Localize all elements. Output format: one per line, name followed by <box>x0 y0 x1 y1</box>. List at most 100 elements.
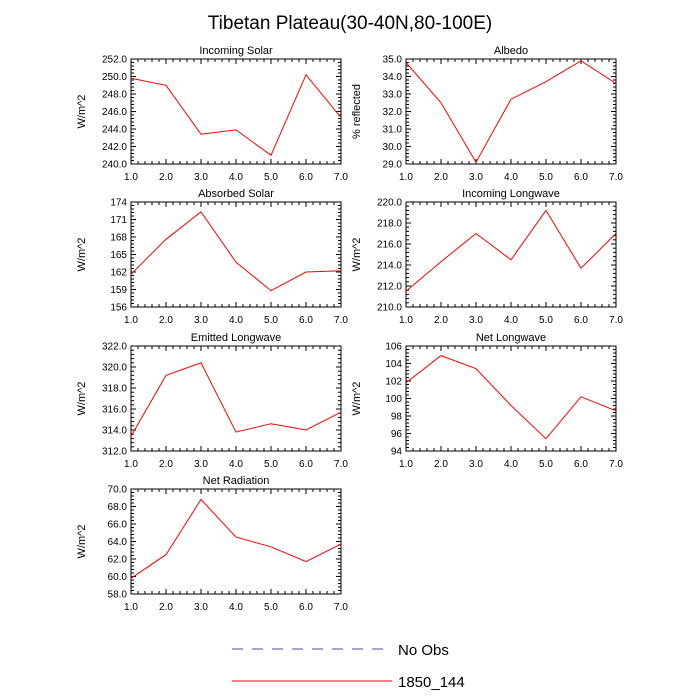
x-tick-label: 4.0 <box>229 315 243 326</box>
x-tick-label: 1.0 <box>399 459 413 470</box>
y-tick-label: 96 <box>391 429 403 440</box>
y-tick-label: 242.0 <box>102 142 127 153</box>
x-tick-label: 2.0 <box>159 602 173 613</box>
panel-net-longwave: Net Longwave 1.0 2.0 3.0 4.0 5.0 6.0 7.0 94 96 98 1… <box>351 332 623 470</box>
y-tick-label: 29.0 <box>383 160 403 171</box>
x-tick-label: 5.0 <box>264 172 278 183</box>
y-tick-label: 250.0 <box>102 72 127 83</box>
x-tick-label: 4.0 <box>504 315 518 326</box>
y-tick-label: 244.0 <box>102 125 127 136</box>
y-tick-label: 30.0 <box>383 142 403 153</box>
panel-emitted-longwave: Emitted Longwave 1.0 2.0 3.0 4.0 5.0 6.0 7.0 312… <box>76 332 348 470</box>
x-tick-label: 4.0 <box>504 459 518 470</box>
y-tick-label: 168 <box>110 233 127 244</box>
x-tick-label: 6.0 <box>574 172 588 183</box>
x-tick-label: 2.0 <box>159 172 173 183</box>
x-tick-label: 5.0 <box>539 315 553 326</box>
x-tick-label: 3.0 <box>469 315 483 326</box>
series-line-1850-144 <box>405 355 617 440</box>
y-tick-label: 60.0 <box>108 572 128 583</box>
x-tick-label: 5.0 <box>264 459 278 470</box>
panel-incoming-solar: Incoming Solar 1.0 2.0 3.0 4.0 5.0 6.0 7.0 240.0… <box>76 45 348 183</box>
y-tick-label: 322.0 <box>102 342 127 353</box>
x-tick-label: 3.0 <box>194 172 208 183</box>
y-tick-label: 102 <box>385 377 402 388</box>
x-tick-label: 6.0 <box>299 459 313 470</box>
y-tick-label: 318.0 <box>102 384 127 395</box>
y-tick-label: 70.0 <box>108 485 128 496</box>
x-tick-label: 1.0 <box>124 172 138 183</box>
series-line-1850-144 <box>405 60 617 164</box>
legend-label-1850-144: 1850_144 <box>398 674 465 691</box>
y-tick-label: 216.0 <box>377 240 402 251</box>
y-tick-label: 58.0 <box>108 590 128 601</box>
figure-title: Tibetan Plateau(30-40N,80-100E) <box>208 13 492 34</box>
panel-title-net-radiation: Net Radiation <box>203 475 270 487</box>
y-tick-label: 248.0 <box>102 90 127 101</box>
y-tick-label: 246.0 <box>102 107 127 118</box>
y-tick-label: 35.0 <box>383 55 403 66</box>
y-axis-label: % reflected <box>351 84 363 139</box>
x-tick-label: 6.0 <box>299 172 313 183</box>
series-line-1850-144 <box>130 211 342 292</box>
x-tick-label: 3.0 <box>469 172 483 183</box>
x-tick-label: 7.0 <box>609 315 623 326</box>
x-tick-label: 2.0 <box>434 172 448 183</box>
y-tick-label: 312.0 <box>102 447 127 458</box>
x-tick-label: 6.0 <box>299 602 313 613</box>
plot-frame <box>130 58 342 165</box>
legend: No Obs 1850_144 <box>232 642 465 691</box>
x-tick-label: 2.0 <box>159 315 173 326</box>
x-tick-label: 7.0 <box>609 459 623 470</box>
y-axis-label: W/m^2 <box>76 525 88 559</box>
x-tick-label: 4.0 <box>229 172 243 183</box>
x-tick-label: 6.0 <box>574 459 588 470</box>
y-tick-label: 240.0 <box>102 160 127 171</box>
x-tick-label: 5.0 <box>539 172 553 183</box>
legend-label-no-obs: No Obs <box>398 642 449 659</box>
y-tick-label: 210.0 <box>377 303 402 314</box>
y-tick-label: 171 <box>110 215 127 226</box>
y-axis-label: W/m^2 <box>351 382 363 416</box>
x-tick-label: 6.0 <box>299 315 313 326</box>
y-tick-label: 214.0 <box>377 261 402 272</box>
y-axis-label: W/m^2 <box>76 382 88 416</box>
y-tick-label: 252.0 <box>102 55 127 66</box>
y-tick-label: 320.0 <box>102 363 127 374</box>
x-tick-label: 7.0 <box>334 315 348 326</box>
y-tick-label: 165 <box>110 250 127 261</box>
x-tick-label: 1.0 <box>124 315 138 326</box>
x-tick-label: 7.0 <box>334 459 348 470</box>
y-tick-label: 32.0 <box>383 107 403 118</box>
panel-title-emitted-longwave: Emitted Longwave <box>191 332 282 344</box>
plot-frame <box>130 345 342 452</box>
x-tick-label: 2.0 <box>434 315 448 326</box>
x-tick-label: 7.0 <box>334 172 348 183</box>
y-tick-label: 62.0 <box>108 555 128 566</box>
x-tick-label: 3.0 <box>194 602 208 613</box>
x-tick-label: 4.0 <box>504 172 518 183</box>
x-tick-label: 1.0 <box>399 315 413 326</box>
panel-title-net-longwave: Net Longwave <box>476 332 546 344</box>
y-tick-label: 156 <box>110 303 127 314</box>
plot-frame <box>405 58 617 165</box>
x-tick-label: 1.0 <box>124 602 138 613</box>
panel-incoming-longwave: Incoming Longwave 1.0 2.0 3.0 4.0 5.0 6.0 7.0 21… <box>351 188 623 326</box>
x-tick-label: 1.0 <box>399 172 413 183</box>
x-tick-label: 7.0 <box>609 172 623 183</box>
y-tick-label: 314.0 <box>102 426 127 437</box>
panel-title-absorbed-solar: Absorbed Solar <box>198 188 274 200</box>
x-tick-label: 5.0 <box>539 459 553 470</box>
y-tick-label: 66.0 <box>108 520 128 531</box>
x-tick-label: 6.0 <box>574 315 588 326</box>
panel-title-incoming-solar: Incoming Solar <box>199 45 273 57</box>
x-tick-label: 7.0 <box>334 602 348 613</box>
x-tick-label: 4.0 <box>229 602 243 613</box>
y-tick-label: 100 <box>385 394 402 405</box>
x-tick-label: 2.0 <box>434 459 448 470</box>
x-tick-label: 3.0 <box>194 459 208 470</box>
y-axis-label: W/m^2 <box>351 238 363 272</box>
plot-frame <box>130 201 342 308</box>
x-tick-label: 5.0 <box>264 602 278 613</box>
